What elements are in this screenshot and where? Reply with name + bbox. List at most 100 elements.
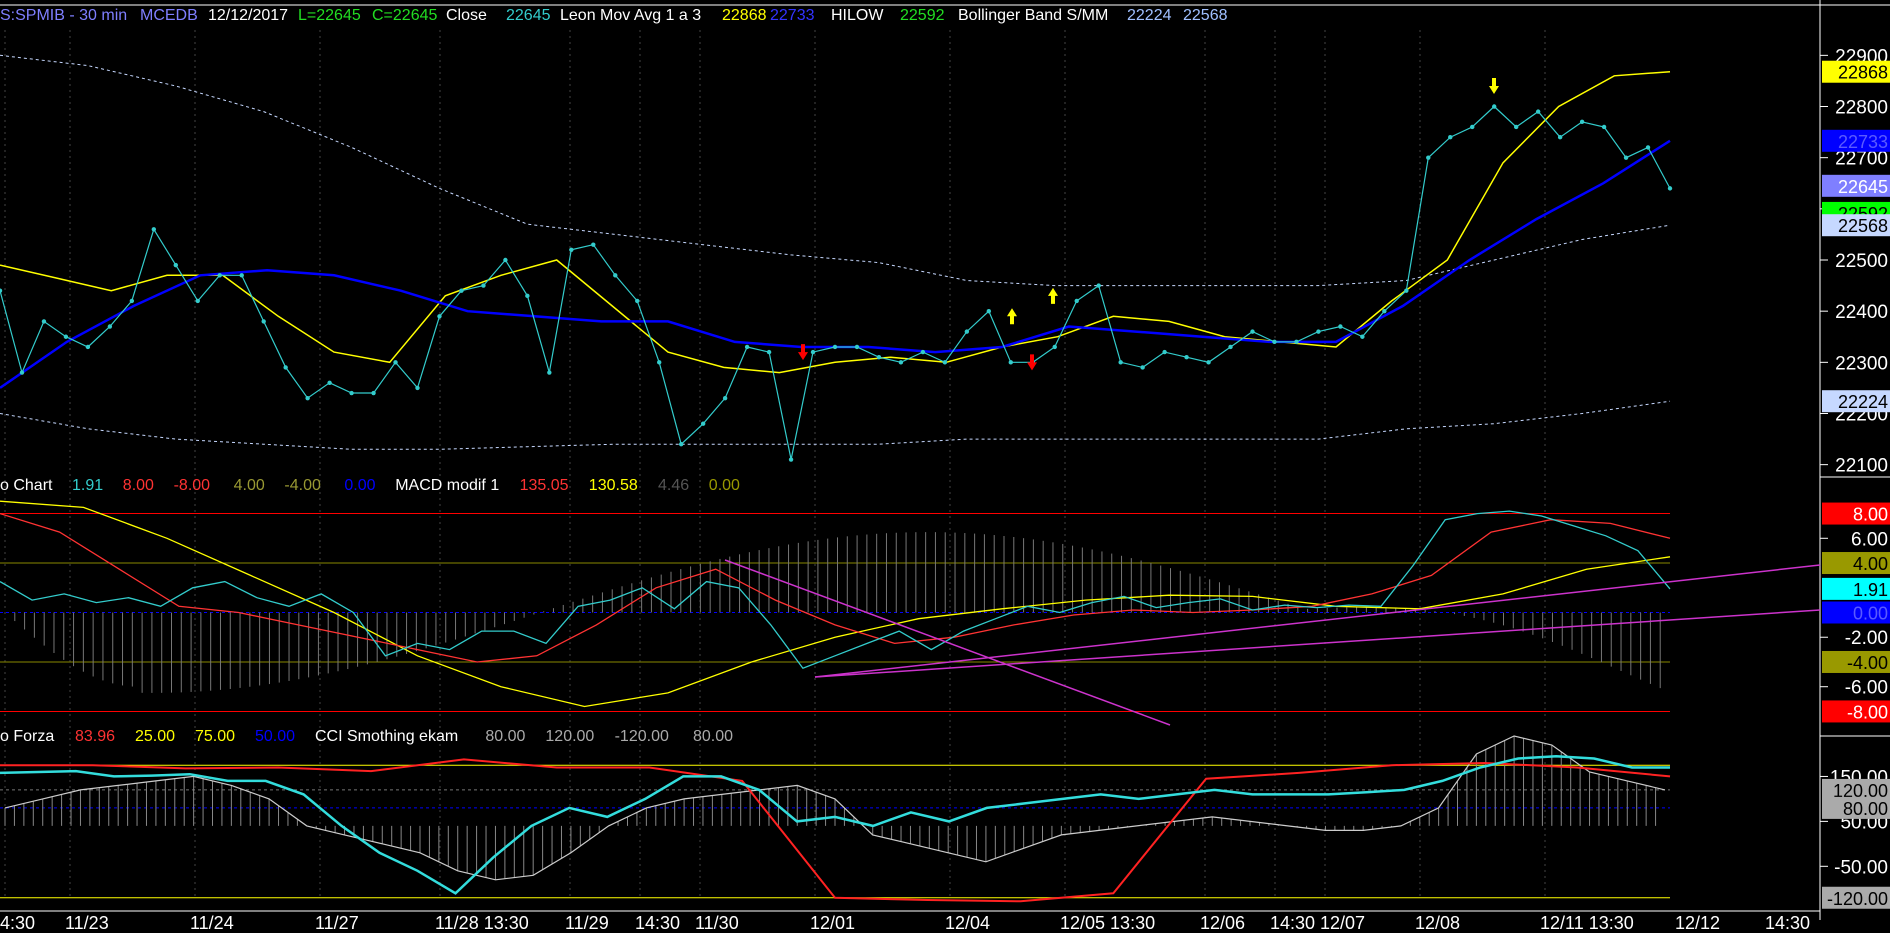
x-tick-label: 12/12 [1675,913,1720,933]
close-point [1601,124,1607,130]
x-tick-label: 11/30 [695,913,739,933]
close-point [1557,135,1563,140]
x-axis: 4:30 11/23 11/24 11/27 11/28 13:30 11/29 14:30… [0,913,1810,933]
close-point [1535,109,1541,114]
close-point [788,457,794,462]
close-point [1096,283,1101,288]
x-tick-label: 12/01 [810,913,855,933]
close-point [459,288,464,293]
value-tag-label: 22568 [1838,216,1888,236]
cci-legend-item: 25.00 [135,728,175,745]
value-tag-label: 22733 [1838,132,1888,152]
value-tag: 22224 [1822,390,1890,413]
close-point [1448,135,1453,140]
trend-line [724,559,1171,726]
close-point [437,314,442,319]
close-point [0,288,3,293]
value-tag-label: 22224 [1838,392,1888,412]
value-tag-label: 22645 [1838,177,1888,197]
close-point [569,247,574,252]
value-tag: -4.00 [1822,650,1890,673]
date-label: 12/12/2017 [208,7,288,24]
x-tick-label: 11/29 [565,913,609,933]
macd-pane [0,500,1821,726]
cci-legend-item: 80.00 [693,728,733,745]
value-tag: 22568 [1822,214,1890,237]
cci-legend-item: 80.00 [485,728,525,745]
macd-legend-item: 130.58 [589,477,638,494]
close-point [1470,124,1475,130]
x-tick-label: 12/05 13:30 [1060,913,1155,933]
bollinger-value-1: 22224 [1127,7,1172,24]
close-point [107,324,113,329]
y-tick-label: 22700 [1835,149,1888,170]
y-tick-label: 22800 [1835,98,1888,119]
close-point [1118,360,1123,365]
close-point [481,283,486,288]
macd-legend-item: 0.00 [344,477,375,494]
close-point [1074,298,1079,304]
close-point [700,421,706,426]
x-tick-label: 14:30 [1765,913,1810,933]
value-tag-label: -4.00 [1847,653,1888,673]
macd-title: o Chart [0,477,53,494]
macd-header: o Chart 1.91 8.00 -8.00 4.00 -4.00 0.00 MACD m… [0,477,740,494]
close-point [766,349,772,355]
cci-legend-item: 83.96 [75,728,115,745]
price-pane [0,54,1673,462]
x-tick-label: 11/28 13:30 [435,913,529,933]
close-point [1667,186,1673,191]
leon-value-2: 22733 [770,7,815,24]
close-point [1140,365,1145,370]
cci-header: o Forza 83.96 25.00 75.00 50.00 CCI Smothing… [0,728,733,745]
hilow-label: HILOW [831,7,884,24]
close-point [1228,344,1233,350]
macd-legend-item: 1.91 [72,477,103,494]
close-point [349,390,354,396]
hilow-value: 22592 [900,7,945,24]
close-point [1206,360,1211,365]
close-point [547,370,552,375]
value-tag: 22733 [1822,129,1890,152]
close-point [876,355,882,360]
close-point [63,334,69,339]
close-point [173,262,178,268]
value-tag: -8.00 [1822,700,1890,723]
price-header: S:SPMIB - 30 min MCEDB 12/12/2017 L=2264… [0,7,1228,24]
macd-legend-item: 8.00 [123,477,154,494]
value-tag: 1.91 [1822,577,1890,600]
close-point [327,380,332,385]
cci-legend-item: 120.00 [545,728,594,745]
macd-line [0,512,1671,663]
close-point [129,298,135,304]
close-point [1382,308,1387,314]
x-tick-label: 12/04 [945,913,990,933]
close-point [239,273,244,278]
close-point [744,344,750,350]
close-point [591,242,596,247]
value-tag-label: -120.00 [1827,889,1888,909]
close-label: Close [446,7,487,24]
up-arrow-marker [1007,308,1017,325]
value-tag: 22645 [1822,174,1890,197]
value-tag-label: 1.91 [1853,580,1888,600]
close-point [942,360,948,365]
y-tick-label: 22300 [1835,353,1888,374]
close-point [964,329,970,334]
bollinger-lower-line [0,400,1671,450]
cci-legend-item: -120.00 [615,728,669,745]
leon-mov-avg-line [0,70,1671,374]
macd-legend-item: 4.46 [658,477,689,494]
cci-smoothing-line [4,735,1666,881]
leon-value-1: 22868 [722,7,767,24]
close-point [217,273,222,278]
close-point [657,360,662,365]
x-tick-label: 4:30 [0,913,35,933]
y-tick-label: 22100 [1835,456,1888,477]
x-tick-label: 11/23 [65,913,109,933]
macd-legend-item: MACD modif 1 [395,477,499,494]
macd-legend-item: 4.00 [234,477,265,494]
source-label: MCEDB [140,7,198,24]
